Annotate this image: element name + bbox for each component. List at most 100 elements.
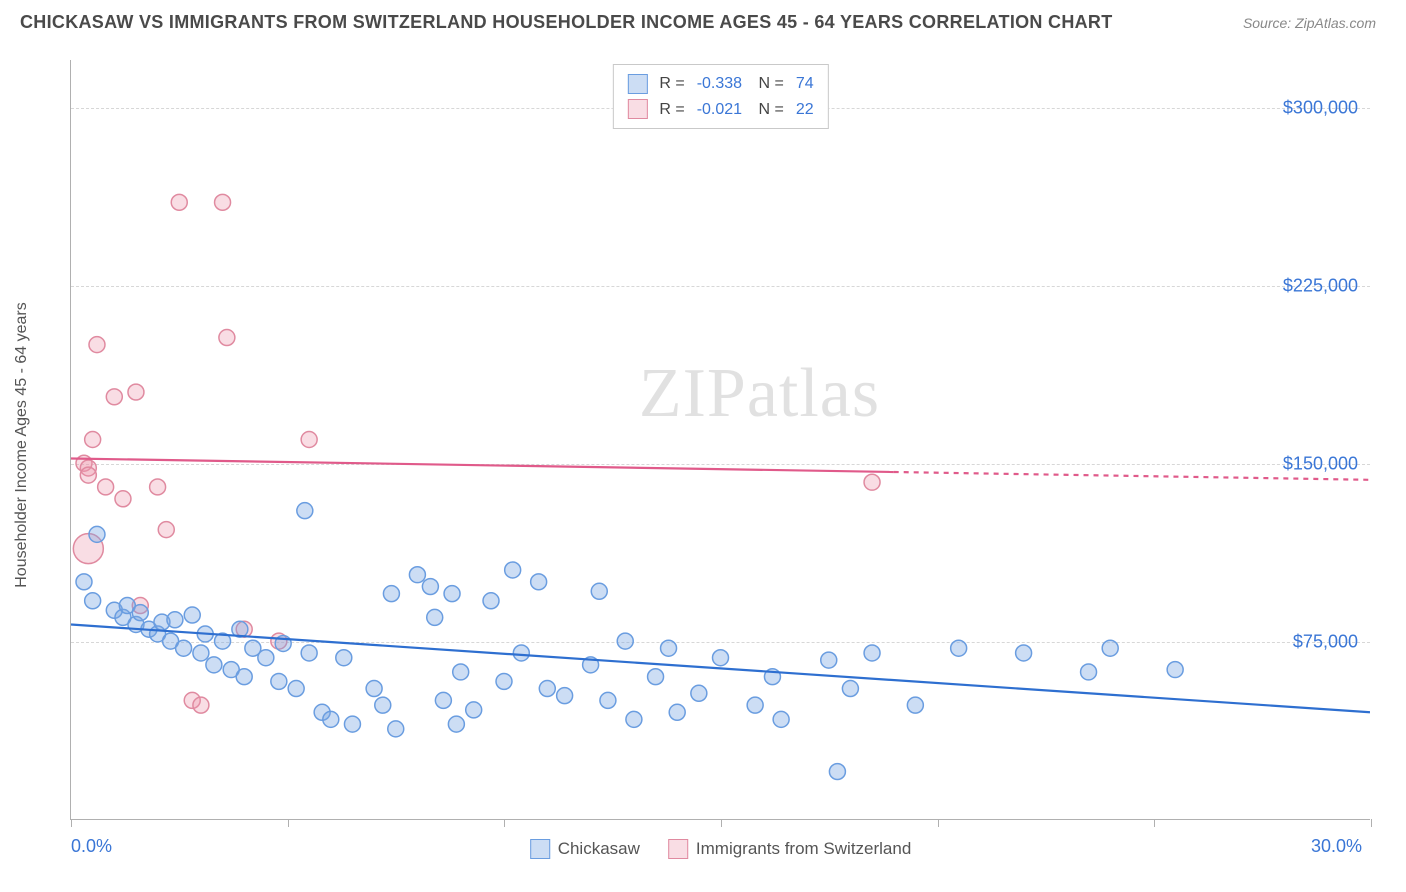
data-point	[184, 607, 200, 623]
chart-container: Householder Income Ages 45 - 64 years ZI…	[50, 50, 1390, 840]
data-point	[864, 645, 880, 661]
data-point	[375, 697, 391, 713]
regression-line	[894, 472, 1370, 480]
swatch-chickasaw-icon	[530, 839, 550, 859]
data-point	[591, 583, 607, 599]
data-point	[829, 764, 845, 780]
data-point	[513, 645, 529, 661]
data-point	[444, 586, 460, 602]
data-point	[842, 681, 858, 697]
data-point	[747, 697, 763, 713]
swatch-immigrants-icon	[668, 839, 688, 859]
data-point	[821, 652, 837, 668]
data-point	[1102, 640, 1118, 656]
x-min-label: 0.0%	[71, 836, 112, 857]
data-point	[336, 650, 352, 666]
data-point	[366, 681, 382, 697]
scatter-svg	[71, 60, 1370, 819]
data-point	[80, 467, 96, 483]
data-point	[301, 432, 317, 448]
data-point	[864, 474, 880, 490]
legend-label-immigrants: Immigrants from Switzerland	[696, 839, 911, 859]
data-point	[215, 194, 231, 210]
data-point	[106, 389, 122, 405]
data-point	[98, 479, 114, 495]
data-point	[176, 640, 192, 656]
data-point	[483, 593, 499, 609]
data-point	[557, 688, 573, 704]
data-point	[448, 716, 464, 732]
legend-n-label: N =	[754, 71, 784, 97]
legend-row-chickasaw: R = -0.338 N = 74	[627, 71, 813, 97]
data-point	[409, 567, 425, 583]
data-point	[427, 609, 443, 625]
data-point	[288, 681, 304, 697]
data-point	[669, 704, 685, 720]
data-point	[1081, 664, 1097, 680]
data-point	[206, 657, 222, 673]
legend-item-chickasaw: Chickasaw	[530, 839, 640, 859]
data-point	[158, 522, 174, 538]
data-point	[600, 692, 616, 708]
data-point	[713, 650, 729, 666]
data-point	[132, 605, 148, 621]
data-point	[531, 574, 547, 590]
data-point	[691, 685, 707, 701]
data-point	[128, 384, 144, 400]
data-point	[773, 711, 789, 727]
legend-n-value-chickasaw: 74	[796, 71, 814, 97]
plot-area: ZIPatlas $75,000$150,000$225,000$300,000…	[70, 60, 1370, 820]
data-point	[89, 526, 105, 542]
data-point	[539, 681, 555, 697]
data-point	[193, 697, 209, 713]
data-point	[1016, 645, 1032, 661]
y-axis-label: Householder Income Ages 45 - 64 years	[13, 302, 31, 588]
data-point	[219, 330, 235, 346]
legend-n-value-immigrants: 22	[796, 97, 814, 123]
correlation-legend: R = -0.338 N = 74 R = -0.021 N = 22	[612, 64, 828, 129]
data-point	[115, 491, 131, 507]
data-point	[344, 716, 360, 732]
legend-r-value-immigrants: -0.021	[697, 97, 742, 123]
data-point	[388, 721, 404, 737]
data-point	[236, 669, 252, 685]
data-point	[193, 645, 209, 661]
legend-r-value-chickasaw: -0.338	[697, 71, 742, 97]
data-point	[323, 711, 339, 727]
series-legend: Chickasaw Immigrants from Switzerland	[530, 839, 912, 859]
data-point	[89, 337, 105, 353]
data-point	[466, 702, 482, 718]
data-point	[167, 612, 183, 628]
data-point	[76, 574, 92, 590]
data-point	[422, 579, 438, 595]
regression-line	[71, 458, 894, 472]
legend-n-label: N =	[754, 97, 784, 123]
data-point	[1167, 662, 1183, 678]
data-point	[85, 432, 101, 448]
source-attribution: Source: ZipAtlas.com	[1243, 15, 1376, 31]
data-point	[271, 673, 287, 689]
x-max-label: 30.0%	[1311, 836, 1362, 857]
data-point	[907, 697, 923, 713]
chart-title: CHICKASAW VS IMMIGRANTS FROM SWITZERLAND…	[20, 12, 1113, 33]
legend-r-label: R =	[659, 97, 684, 123]
data-point	[383, 586, 399, 602]
data-point	[435, 692, 451, 708]
data-point	[171, 194, 187, 210]
data-point	[453, 664, 469, 680]
legend-r-label: R =	[659, 71, 684, 97]
legend-row-immigrants: R = -0.021 N = 22	[627, 97, 813, 123]
data-point	[617, 633, 633, 649]
data-point	[626, 711, 642, 727]
chart-header: CHICKASAW VS IMMIGRANTS FROM SWITZERLAND…	[0, 0, 1406, 41]
data-point	[258, 650, 274, 666]
data-point	[150, 479, 166, 495]
data-point	[496, 673, 512, 689]
data-point	[648, 669, 664, 685]
data-point	[661, 640, 677, 656]
data-point	[505, 562, 521, 578]
data-point	[85, 593, 101, 609]
legend-item-immigrants: Immigrants from Switzerland	[668, 839, 911, 859]
swatch-chickasaw-icon	[627, 74, 647, 94]
data-point	[301, 645, 317, 661]
